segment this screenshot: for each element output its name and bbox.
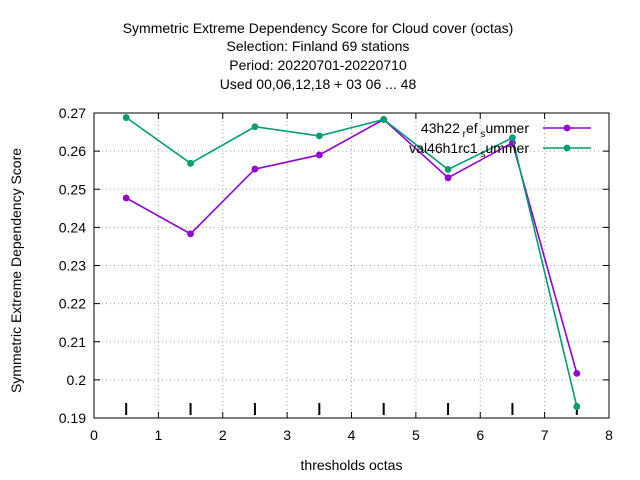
x-tick-label: 3 xyxy=(283,427,291,443)
data-point xyxy=(251,165,259,173)
grid xyxy=(94,113,609,418)
y-tick-label: 0.21 xyxy=(59,334,86,350)
y-tick-label: 0.27 xyxy=(59,105,86,121)
data-point xyxy=(444,166,452,173)
data-point xyxy=(315,151,323,159)
data-point xyxy=(509,134,516,142)
x-tick-label: 1 xyxy=(154,427,162,443)
legend-label: 43h22 ref summer xyxy=(421,120,529,140)
y-tick-label: 0.25 xyxy=(59,181,86,197)
data-point xyxy=(380,116,388,123)
x-axis-label: thresholds octas xyxy=(301,457,403,473)
data-point xyxy=(187,159,194,167)
legend-swatch-point xyxy=(563,144,571,152)
x-tick-label: 5 xyxy=(412,427,420,443)
series-line xyxy=(125,116,578,407)
data-point xyxy=(187,230,194,238)
title-line-2: Selection: Finland 69 stations xyxy=(226,38,410,54)
legend-label: val46h1rc1 summer xyxy=(409,140,529,160)
y-tick-label: 0.26 xyxy=(59,143,86,159)
x-tick-label: 2 xyxy=(219,427,227,443)
data-point xyxy=(251,123,259,131)
x-tick-label: 8 xyxy=(605,427,613,443)
series-1 xyxy=(122,116,581,377)
axis-ticks: 0 1 2 3 4 5 6 7 8 0.19 0.2 0.21 0.22 0.23 0.24 0.25 0.26… xyxy=(59,105,613,443)
y-tick-label: 0.22 xyxy=(59,296,86,312)
y-tick-label: 0.24 xyxy=(59,219,86,235)
data-point xyxy=(444,174,452,182)
title-line-3: Period: 20220701-20220710 xyxy=(229,57,407,73)
data-point xyxy=(573,369,581,377)
data-point xyxy=(122,114,130,121)
data-point xyxy=(315,132,323,140)
y-tick-label: 0.19 xyxy=(59,410,86,426)
legend-swatch-point xyxy=(563,124,571,132)
y-tick-label: 0.2 xyxy=(67,372,87,388)
x-tick-label: 7 xyxy=(541,427,549,443)
y-axis-label: Symmetric Extreme Dependency Score xyxy=(8,148,24,393)
series-line xyxy=(125,118,578,374)
title-line-4: Used 00,06,12,18 + 03 06 ... 48 xyxy=(219,76,417,92)
x-tick-label: 6 xyxy=(476,427,484,443)
title-line-1: Symmetric Extreme Dependency Score for C… xyxy=(122,20,514,36)
series-2 xyxy=(122,114,581,410)
data-point xyxy=(573,403,581,410)
x-tick-label: 0 xyxy=(90,427,98,443)
series-layer xyxy=(122,114,581,410)
x-tick-label: 4 xyxy=(348,427,356,443)
y-tick-label: 0.23 xyxy=(59,258,86,274)
data-point xyxy=(122,194,130,202)
